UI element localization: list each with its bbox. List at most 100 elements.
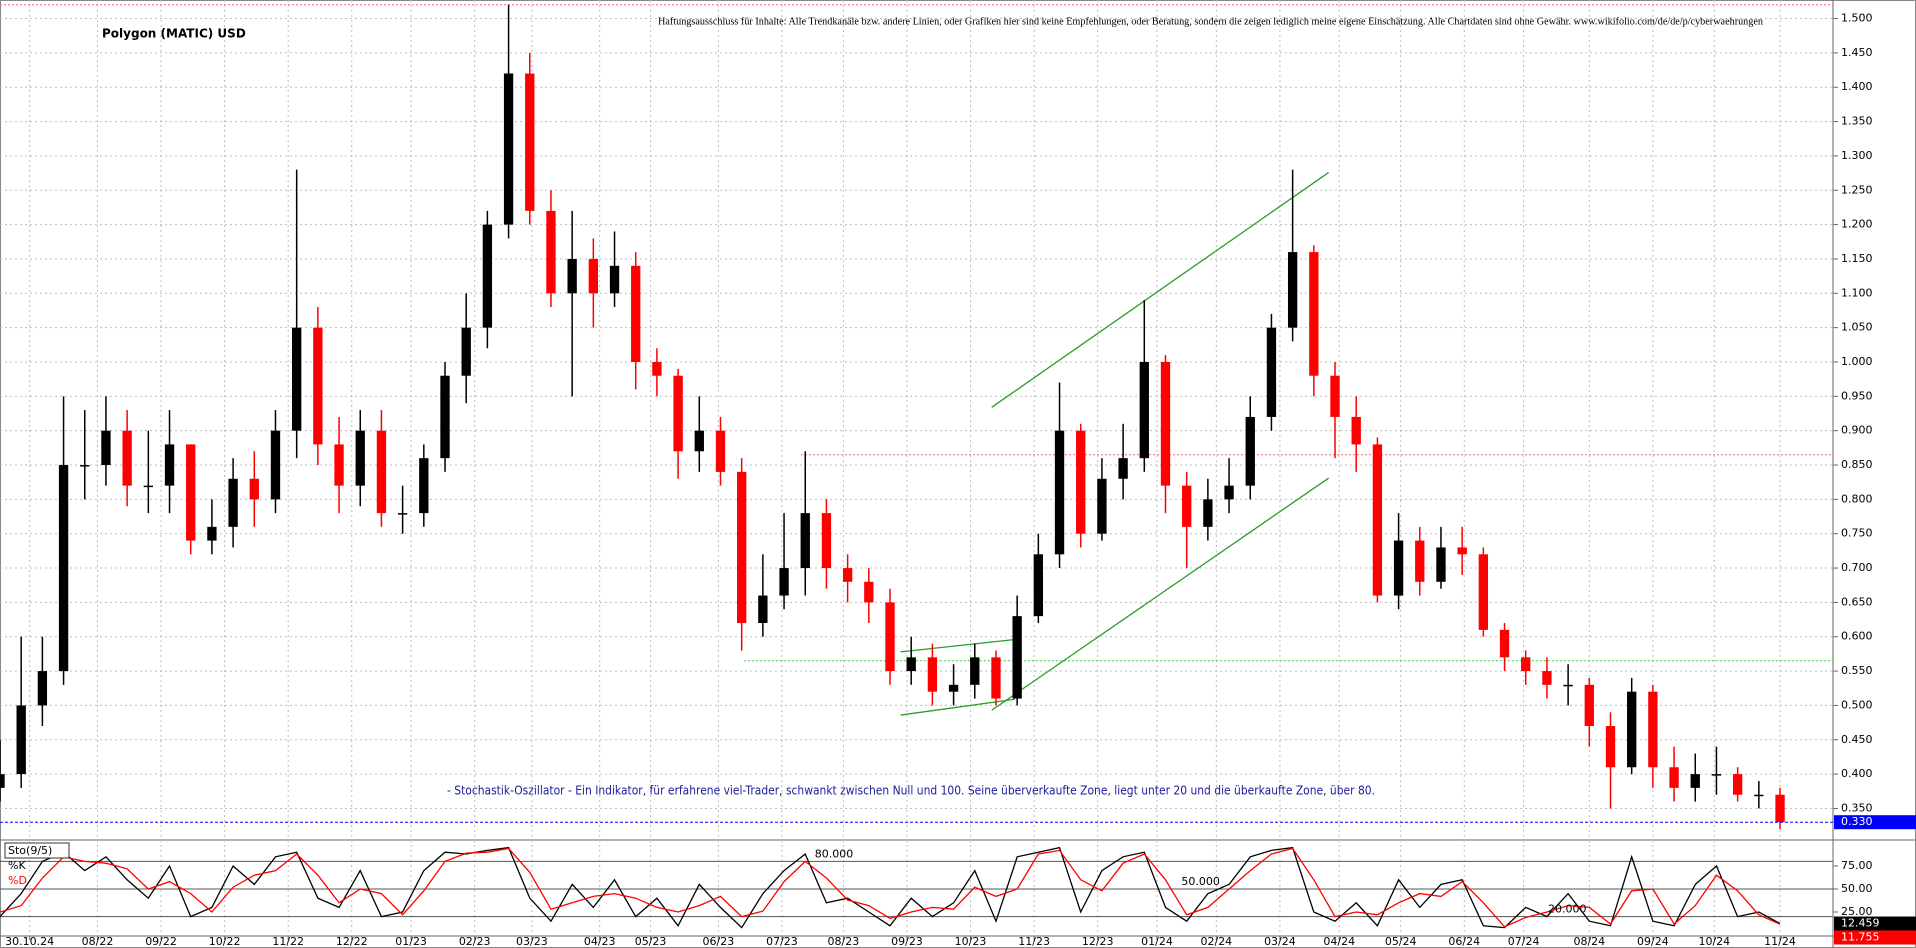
candle-body: [440, 375, 450, 459]
candle-body: [842, 568, 853, 582]
candle-body: [122, 430, 132, 486]
x-tick-label: 30.10.24: [5, 935, 54, 948]
candle-body: [631, 265, 641, 362]
price-marker-label: 0.330: [1841, 815, 1873, 828]
x-tick-label: 12/23: [1082, 935, 1114, 948]
candle-body: [58, 465, 69, 672]
candle-body: [1076, 430, 1086, 534]
y-tick-label: 1.050: [1841, 321, 1873, 334]
x-tick-label: 03/23: [516, 935, 548, 948]
candle-body: [588, 258, 599, 294]
x-tick-label: 07/23: [766, 935, 798, 948]
x-tick-label: 09/24: [1637, 935, 1669, 948]
y-tick-label: 0.600: [1841, 630, 1873, 643]
x-tick-label: 08/23: [828, 935, 860, 948]
candle-body: [652, 361, 662, 376]
candle-body: [1097, 478, 1107, 534]
x-tick-label: 12/22: [336, 935, 368, 948]
candle-body: [1372, 444, 1383, 596]
candle-body: [164, 444, 175, 486]
y-tick-label: 0.850: [1841, 458, 1873, 471]
marks-layer: [0, 4, 1916, 945]
candle-body: [800, 513, 810, 569]
candle-body: [525, 73, 535, 211]
legend-title: Sto(9/5): [8, 844, 52, 857]
candle-body: [1033, 554, 1044, 617]
disclaimer: Haftungsausschluss für Inhalte: Alle Tre…: [658, 16, 1763, 27]
candle-body: [397, 513, 408, 515]
candle-body: [376, 430, 387, 514]
candle-body: [1627, 691, 1637, 768]
candle-body: [906, 657, 916, 672]
candle-body: [991, 657, 1001, 699]
candle-body: [609, 265, 620, 294]
x-tick-label: 06/23: [703, 935, 735, 948]
candle-body: [37, 671, 48, 706]
x-tick-label: 04/23: [584, 935, 616, 948]
candle-body: [334, 444, 344, 486]
x-tick-label: 11/22: [272, 935, 304, 948]
legend-box: [4, 842, 70, 859]
candle-body: [1775, 794, 1785, 823]
candle-body: [1754, 794, 1764, 797]
candle-body: [355, 430, 365, 486]
candle-body: [1182, 485, 1192, 527]
candle-body: [1478, 554, 1489, 630]
x-tick-label: 05/24: [1385, 935, 1417, 948]
candle-body: [186, 444, 196, 541]
y-tick-label: 25.00: [1841, 905, 1873, 918]
candle-body: [1054, 430, 1065, 555]
candle-body: [546, 210, 556, 294]
candle-body: [143, 485, 153, 488]
y-tick-label: 1.100: [1841, 286, 1873, 299]
x-tick-label: 01/23: [395, 935, 427, 948]
annotation: - Stochastik-Oszillator - Ein Indikator,…: [447, 784, 1375, 798]
candle-body: [1584, 684, 1594, 727]
candle-body: [864, 581, 874, 603]
candle-body: [1669, 767, 1679, 788]
trendline: [900, 638, 1016, 653]
candle-body: [779, 568, 789, 596]
legend-entry: %D: [8, 874, 27, 887]
candle-body: [1605, 726, 1616, 768]
x-tick-label: 02/24: [1200, 935, 1232, 948]
candle-body: [292, 327, 302, 431]
y-tick-label: 0.350: [1841, 801, 1873, 814]
candle-body: [419, 458, 429, 514]
candle-body: [1266, 327, 1277, 417]
x-tick-label: 09/23: [891, 935, 923, 948]
candle-body: [1521, 657, 1531, 672]
y-tick-label: 0.800: [1841, 492, 1873, 505]
y-tick-label: 0.400: [1841, 767, 1873, 780]
y-tick-label: 1.500: [1841, 12, 1873, 25]
y-tick-label: 0.700: [1841, 561, 1873, 574]
x-tick-label: 10/22: [209, 935, 241, 948]
x-tick-label: 09/22: [145, 935, 177, 948]
candle-body: [1457, 547, 1467, 555]
last-value-box: [1834, 916, 1916, 931]
candle-body: [1160, 361, 1171, 486]
candle-body: [1012, 616, 1022, 699]
y-tick-label: 0.900: [1841, 424, 1873, 437]
trendline: [991, 477, 1330, 711]
x-tick-label: 08/24: [1573, 935, 1605, 948]
stochastic-line: [0, 846, 1781, 929]
candle-body: [1330, 375, 1340, 417]
y-tick-label: 1.350: [1841, 115, 1873, 128]
y-tick-label: 50.00: [1841, 882, 1873, 895]
stochastic-line: [0, 847, 1781, 928]
candle-body: [1393, 540, 1404, 596]
x-tick-label: 01/24: [1141, 935, 1173, 948]
candle-body: [737, 471, 747, 624]
price-marker-box: [1834, 815, 1916, 830]
y-tick-label: 1.000: [1841, 355, 1873, 368]
trendline: [991, 171, 1330, 408]
candle-body: [482, 224, 493, 328]
x-tick-label: 07/24: [1508, 935, 1540, 948]
candle-body: [715, 430, 726, 472]
